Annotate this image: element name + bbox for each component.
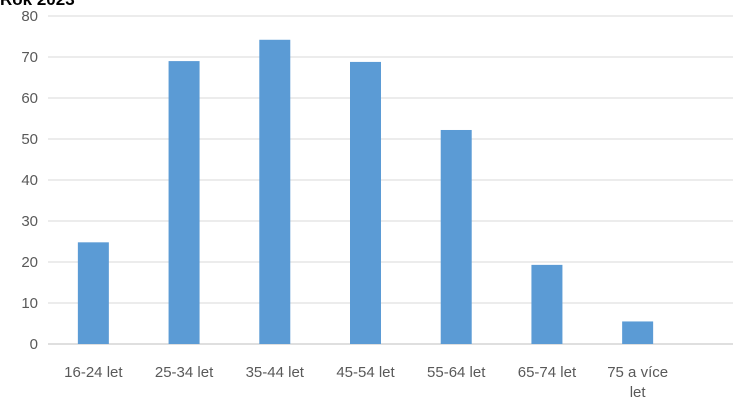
bar-3: [350, 61, 381, 345]
y-tick-label: 60: [21, 90, 38, 107]
y-tick-label: 80: [21, 8, 38, 25]
y-tick-label: 40: [21, 172, 38, 189]
bar-1: [168, 61, 200, 344]
y-tick-label: 70: [21, 49, 38, 66]
bar-4: [440, 129, 472, 344]
bars: [77, 39, 654, 345]
bar-0: [77, 242, 109, 344]
bar-5: [531, 264, 563, 344]
x-axis-labels: 16-24 let 25-34 let 35-44 let 45-54 let 55-6…: [64, 364, 668, 401]
bar-2: [259, 39, 291, 344]
y-axis-ticks: 0 10 20 30 40 50 60 70 80: [21, 8, 38, 353]
y-tick-label: 50: [21, 131, 38, 148]
x-tick-label: 35-44 let: [246, 364, 305, 381]
gridlines: [48, 15, 733, 345]
x-tick-label: 16-24 let: [64, 364, 123, 381]
chart-title: Rok 2023: [0, 0, 75, 10]
x-tick-label: 45-54 let: [336, 364, 395, 381]
y-tick-label: 20: [21, 254, 38, 271]
x-tick-label: 55-64 let: [427, 364, 486, 381]
x-tick-label: 25-34 let: [155, 364, 214, 381]
x-tick-label: 75 a více let: [607, 364, 668, 401]
y-tick-label: 30: [21, 213, 38, 230]
y-tick-label: 0: [30, 336, 38, 353]
x-tick-label: 65-74 let: [518, 364, 577, 381]
bar-6: [622, 321, 654, 344]
y-tick-label: 10: [21, 295, 38, 312]
